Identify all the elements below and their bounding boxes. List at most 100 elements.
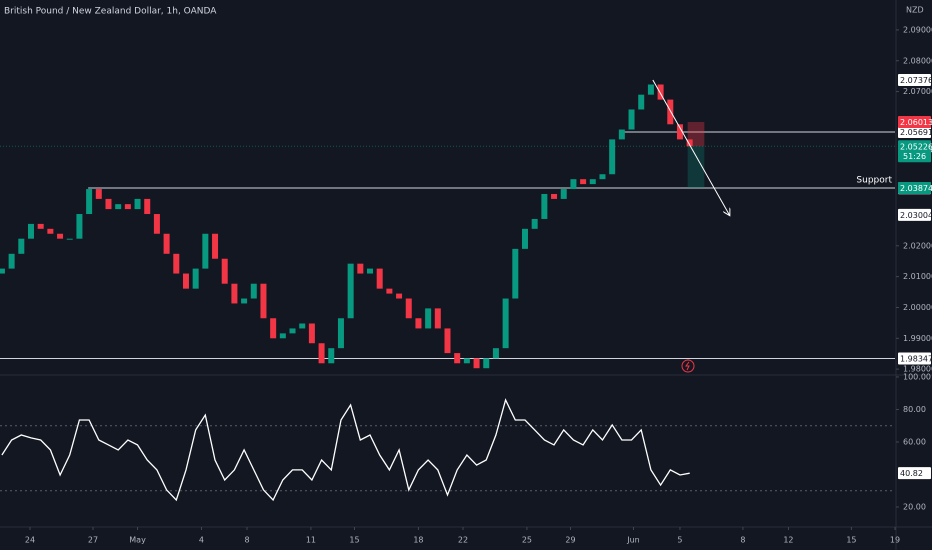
- trend-arrow: [652, 79, 730, 215]
- x-tick-label: 5: [677, 536, 682, 545]
- stop-tag: [898, 116, 931, 129]
- candle-body: [153, 214, 160, 234]
- candle-body: [173, 253, 180, 274]
- candle-body: [512, 248, 519, 299]
- candle-body: [299, 323, 306, 329]
- stop-tag-text: 2.06013: [900, 118, 932, 127]
- rsi-last-tag: [898, 467, 931, 480]
- price-tag-text: 2.03004: [900, 211, 932, 220]
- candle-body: [0, 268, 5, 274]
- candle-body: [231, 283, 238, 304]
- y-tick-label: 1.98000: [903, 365, 932, 374]
- candle-body: [144, 198, 151, 215]
- y-tick-label: 1.99000: [903, 334, 932, 343]
- event-icon[interactable]: [681, 359, 695, 373]
- x-tick-label: Jun: [626, 536, 640, 545]
- candle-body: [337, 318, 344, 349]
- x-tick-label: 8: [740, 536, 745, 545]
- candle-body: [628, 109, 635, 130]
- level-tag-text: 2.05691: [900, 128, 932, 137]
- candle-body: [599, 174, 606, 180]
- candle-body: [289, 328, 296, 334]
- price-tag-text: 2.07376: [900, 76, 932, 85]
- candle-body: [570, 179, 577, 190]
- x-tick-label: 11: [306, 536, 316, 545]
- rsi-tick-label: 20.00: [903, 502, 926, 511]
- candle-body: [386, 288, 393, 294]
- x-tick-label: 22: [458, 536, 468, 545]
- candle-body: [444, 328, 451, 354]
- candle-body: [163, 233, 170, 254]
- target-zone: [687, 146, 705, 188]
- candle-body: [483, 358, 490, 369]
- rsi-line: [1, 398, 690, 502]
- candle-body: [221, 258, 228, 284]
- y-tick-label: 2.02000: [903, 241, 932, 250]
- candle-body: [434, 308, 441, 329]
- level-tag: [898, 352, 931, 365]
- x-tick-label: 4: [199, 536, 204, 545]
- x-tick-label: 25: [522, 536, 532, 545]
- event-icon-bolt: [685, 361, 690, 371]
- candle-body: [657, 84, 664, 100]
- candle-body: [396, 293, 403, 299]
- candle-body: [551, 193, 558, 199]
- candle-body: [47, 228, 54, 234]
- candle-body: [347, 263, 354, 319]
- target-tag: [898, 181, 931, 194]
- candle-body: [580, 179, 587, 185]
- candle-body: [115, 204, 122, 210]
- candle-body: [27, 223, 34, 239]
- chart-title: British Pound / New Zealand Dollar, 1h, …: [4, 7, 217, 17]
- candle-body: [609, 139, 616, 175]
- last-price-text: 2.05226: [900, 142, 932, 151]
- x-tick-label: 8: [244, 536, 249, 545]
- rsi-tick-label: 60.00: [903, 437, 926, 446]
- candle-body: [192, 268, 199, 289]
- x-tick-label: 24: [25, 536, 35, 545]
- rsi-tick-label: 80.00: [903, 405, 926, 414]
- price-tag: [898, 73, 931, 86]
- candle-body: [541, 193, 548, 219]
- candle-body: [502, 298, 509, 349]
- candle-body: [473, 358, 480, 369]
- candle-body: [492, 348, 499, 359]
- candle-body: [279, 333, 286, 339]
- candle-body: [676, 124, 683, 140]
- candle-body: [405, 298, 412, 319]
- x-tick-label: 15: [846, 536, 856, 545]
- candle-body: [270, 318, 277, 339]
- candle-body: [212, 233, 219, 259]
- level-tag-text: 1.98347: [900, 354, 932, 363]
- candle-body: [182, 273, 189, 289]
- candle-body: [531, 218, 538, 229]
- x-tick-label: 15: [349, 536, 359, 545]
- candle-body: [308, 323, 315, 344]
- candle-body: [202, 233, 209, 269]
- candle-body: [367, 268, 374, 274]
- candle-body: [57, 233, 64, 239]
- candle-body: [638, 94, 645, 110]
- candle-body: [8, 253, 15, 269]
- candle-body: [124, 204, 131, 210]
- x-tick-label: 12: [783, 536, 793, 545]
- y-tick-label: 2.07000: [903, 87, 932, 96]
- x-tick-label: 27: [88, 536, 98, 545]
- level-label: Support: [856, 175, 892, 185]
- target-tag-text: 2.03874: [900, 184, 932, 193]
- candle-body: [454, 353, 461, 364]
- candle-body: [425, 308, 432, 329]
- candle-body: [86, 189, 93, 215]
- candle-body: [647, 84, 654, 95]
- price-tag: [898, 208, 931, 221]
- candle-body: [618, 129, 625, 140]
- candle-body: [241, 298, 248, 304]
- currency-label: NZD: [906, 6, 924, 15]
- candle-body: [463, 358, 470, 364]
- candle-body: [376, 268, 383, 289]
- rsi-tick-label: 100.00: [903, 372, 931, 381]
- y-tick-label: 2.00000: [903, 303, 932, 312]
- candle-body: [134, 198, 141, 210]
